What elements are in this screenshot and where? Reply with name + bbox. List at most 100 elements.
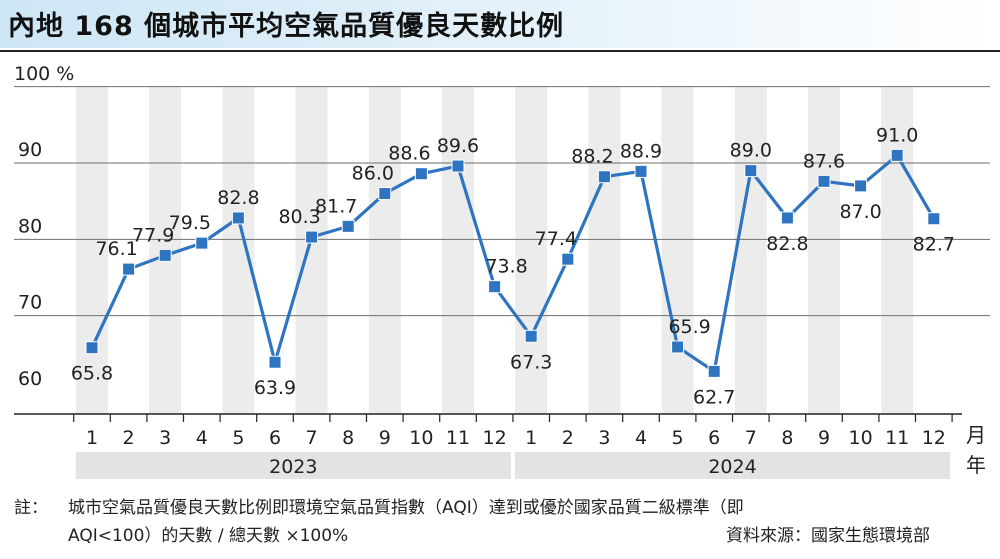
data-label-1: 65.8 xyxy=(71,363,113,385)
chart-title: 內地 168 個城市平均空氣品質優良天數比例 xyxy=(8,11,565,42)
data-point-5 xyxy=(231,211,245,225)
x-tick-label: 7 xyxy=(306,427,318,449)
x-tick-label: 1 xyxy=(86,427,98,449)
stripe-17 xyxy=(661,86,694,415)
year-band-2024 xyxy=(514,452,951,479)
stripe-21 xyxy=(808,86,840,415)
x-tick-label: 11 xyxy=(446,427,470,449)
x-axis xyxy=(14,413,962,422)
title-accent xyxy=(0,0,1000,48)
x-tick-label: 11 xyxy=(885,427,909,449)
data-label-11: 89.6 xyxy=(437,135,479,157)
title-bar: 內地 168 個城市平均空氣品質優良天數比例 xyxy=(0,0,1000,52)
data-label-5: 82.8 xyxy=(217,187,259,209)
title-rule xyxy=(0,50,1000,52)
data-label-13: 67.3 xyxy=(510,351,552,373)
data-label-15: 88.2 xyxy=(571,146,613,168)
x-tick-label: 6 xyxy=(269,427,281,449)
data-point-4 xyxy=(195,236,209,250)
data-point-9 xyxy=(378,187,392,201)
data-point-22 xyxy=(854,179,868,193)
x-tick-label: 8 xyxy=(342,427,354,449)
x-tick-label: 12 xyxy=(483,427,507,449)
x-tick-label: 12 xyxy=(922,427,946,449)
x-tick-label: 5 xyxy=(232,427,244,449)
data-label-9: 86.0 xyxy=(352,163,394,185)
data-markers xyxy=(85,148,941,378)
data-point-7 xyxy=(305,230,319,244)
x-tick-label: 6 xyxy=(708,427,720,449)
data-label-24: 82.7 xyxy=(913,234,955,256)
stripe-7 xyxy=(295,86,328,415)
x-tick-label: 4 xyxy=(196,427,208,449)
data-point-23 xyxy=(890,148,904,162)
stripe-19 xyxy=(734,86,767,415)
x-tick-label: 8 xyxy=(781,427,793,449)
data-point-13 xyxy=(524,329,538,343)
data-label-22: 87.0 xyxy=(839,201,881,223)
data-label-20: 82.8 xyxy=(766,233,808,255)
data-label-12: 73.8 xyxy=(485,256,527,278)
y-axis-unit-label: 100 % xyxy=(14,63,74,85)
year-bands: 2023 2024 xyxy=(75,452,951,479)
data-point-19 xyxy=(744,164,758,178)
x-tick-label: 10 xyxy=(849,427,873,449)
y-tick-80: 80 xyxy=(18,215,42,237)
x-tick-label: 7 xyxy=(745,427,757,449)
data-label-3: 77.9 xyxy=(132,224,174,246)
stripe-9 xyxy=(368,86,401,415)
note-line-2: AQI<100）的天數 / 總天數 ×100% xyxy=(68,526,349,546)
stripe-23 xyxy=(881,86,914,415)
data-label-23: 91.0 xyxy=(876,124,918,146)
data-label-21: 87.6 xyxy=(803,150,845,172)
note-prefix: 註： xyxy=(14,498,48,518)
year-label-2024: 2024 xyxy=(708,456,756,478)
stripe-5 xyxy=(222,86,255,415)
data-label-17: 65.9 xyxy=(668,316,710,338)
data-point-14 xyxy=(561,252,575,266)
data-label-2: 76.1 xyxy=(95,238,137,260)
data-point-16 xyxy=(634,164,648,178)
data-point-6 xyxy=(268,355,282,369)
data-label-19: 89.0 xyxy=(730,140,772,162)
data-point-2 xyxy=(122,262,136,276)
data-label-7: 80.3 xyxy=(278,206,320,228)
data-labels: 65.8 76.177.979.5 82.8 63.9 80.381.7 86.088.6… xyxy=(71,124,955,408)
y-tick-labels: 60 70 80 90 xyxy=(18,139,42,390)
source-note: 資料來源：國家生態環境部 xyxy=(726,526,930,546)
data-label-18: 62.7 xyxy=(693,386,735,408)
x-tick-label: 3 xyxy=(159,427,171,449)
stripe-15 xyxy=(588,86,621,415)
x-tick-labels: 1 2 3 4 5 6 7 8 9 10 11 12 1 2 3 4 5 6 7 8 9 10 11 12 xyxy=(86,427,946,449)
x-tick-label: 5 xyxy=(672,427,684,449)
data-point-18 xyxy=(707,364,721,378)
x-tick-label: 2 xyxy=(123,427,135,449)
year-unit-label: 年 xyxy=(966,453,986,477)
month-unit-label: 月 xyxy=(966,423,986,447)
data-label-6: 63.9 xyxy=(254,377,296,399)
data-label-14: 77.4 xyxy=(535,228,577,250)
data-label-16: 88.9 xyxy=(620,140,662,162)
data-point-1 xyxy=(85,341,99,355)
x-tick-label: 9 xyxy=(818,427,830,449)
data-point-24 xyxy=(927,212,941,226)
stripe-11 xyxy=(442,86,474,415)
column-stripes xyxy=(76,86,914,415)
data-label-8: 81.7 xyxy=(315,195,357,217)
y-tick-70: 70 xyxy=(18,292,42,314)
data-point-8 xyxy=(341,219,355,233)
y-tick-60: 60 xyxy=(18,368,42,390)
year-band-2023 xyxy=(75,452,511,479)
data-point-21 xyxy=(817,174,831,188)
x-tick-label: 4 xyxy=(635,427,647,449)
data-point-17 xyxy=(671,340,685,354)
x-tick-label: 9 xyxy=(379,427,391,449)
data-point-20 xyxy=(780,211,794,225)
x-tick-label: 2 xyxy=(562,427,574,449)
data-label-4: 79.5 xyxy=(169,212,211,234)
x-tick-label: 3 xyxy=(598,427,610,449)
x-tick-label: 1 xyxy=(525,427,537,449)
data-label-10: 88.6 xyxy=(388,143,430,165)
stripe-13 xyxy=(515,86,548,415)
